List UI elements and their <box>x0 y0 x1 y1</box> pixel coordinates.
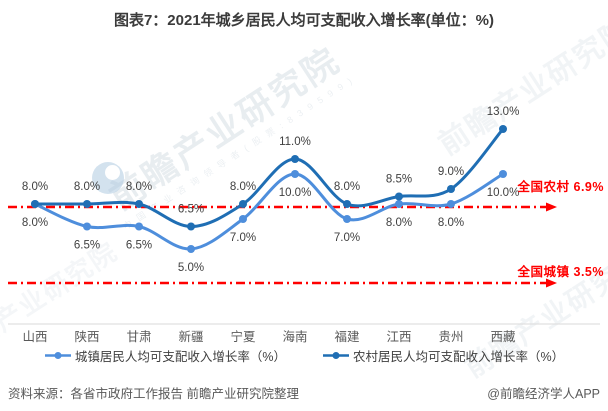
x-axis-label: 陕西 <box>74 329 99 344</box>
data-label: 5.0% <box>178 262 204 274</box>
x-axis-label: 西藏 <box>490 330 516 344</box>
data-label: 6.5% <box>178 204 204 216</box>
data-label: 8.0% <box>74 181 100 193</box>
data-point <box>395 200 403 208</box>
x-axis-label: 海南 <box>282 329 307 344</box>
urban-national-annotation: 全国城镇 3.5% <box>517 265 604 279</box>
data-label: 7.0% <box>230 232 256 244</box>
data-point <box>291 155 299 163</box>
x-axis-label: 甘肃 <box>126 330 151 344</box>
data-point <box>135 200 143 208</box>
x-axis-label: 宁夏 <box>230 329 256 344</box>
data-point <box>343 200 351 208</box>
data-point <box>291 170 299 178</box>
footer: 资料来源：各省市政府工作报告 前瞻产业研究院整理 @前瞻经济学人APP <box>8 383 600 402</box>
data-point <box>239 200 247 208</box>
x-axis-label: 贵州 <box>438 330 463 344</box>
arrow-head-icon <box>546 278 557 288</box>
data-point <box>83 200 91 208</box>
x-axis-label: 新疆 <box>178 329 203 344</box>
x-axis-label: 福建 <box>334 329 360 344</box>
data-label: 8.0% <box>22 217 48 229</box>
data-label: 8.0% <box>386 217 412 229</box>
data-point <box>187 245 195 253</box>
data-label: 8.5% <box>386 174 412 186</box>
source-note: 资料来源：各省市政府工作报告 前瞻产业研究院整理 <box>8 387 299 401</box>
legend-item-urban: 城镇居民人均可支配收入增长率（%） <box>44 346 286 365</box>
legend-label-urban: 城镇居民人均可支配收入增长率（%） <box>74 350 286 364</box>
legend: 城镇居民人均可支配收入增长率（%） 农村居民人均可支配收入增长率（%） <box>0 346 608 365</box>
data-point <box>447 200 455 208</box>
data-label: 8.0% <box>126 181 152 193</box>
data-label: 8.0% <box>438 217 464 229</box>
data-point <box>31 200 39 208</box>
data-label: 11.0% <box>279 136 311 148</box>
data-label: 9.0% <box>438 166 464 178</box>
rural-line-marker-icon <box>323 352 349 359</box>
data-label: 13.0% <box>487 106 520 118</box>
line-chart: 8.0% 6.5% 6.5% 5.0% 7.0% 10.0% 7.0% 8.0% 8.0% 10.… <box>8 106 600 344</box>
x-axis-label: 山西 <box>22 330 47 344</box>
data-point <box>499 170 507 178</box>
data-point <box>395 192 403 201</box>
data-point <box>239 215 247 223</box>
arrow-head-icon <box>546 202 557 212</box>
data-point <box>447 185 455 193</box>
urban-line-marker-icon <box>44 352 71 359</box>
data-point <box>343 215 351 223</box>
data-label: 8.0% <box>22 181 48 193</box>
data-point <box>135 222 143 231</box>
data-label: 10.0% <box>279 187 312 199</box>
data-label: 8.0% <box>334 181 360 193</box>
series-line-rural <box>33 127 505 229</box>
series-line-urban <box>33 172 505 251</box>
data-label: 6.5% <box>74 240 100 252</box>
data-label: 10.0% <box>487 187 520 199</box>
data-label: 7.0% <box>334 232 360 244</box>
data-point <box>83 222 91 231</box>
x-axis-label: 江西 <box>386 330 411 344</box>
data-label: 8.0% <box>230 181 256 193</box>
chart-title: 图表7：2021年城乡居民人均可支配收入增长率(单位：%) <box>113 12 495 29</box>
data-point <box>499 125 507 133</box>
legend-item-rural: 农村居民人均可支配收入增长率（%） <box>322 346 564 365</box>
data-point <box>187 222 195 231</box>
credit-note: @前瞻经济学人APP <box>487 387 600 401</box>
legend-label-rural: 农村居民人均可支配收入增长率（%） <box>353 350 565 364</box>
rural-national-annotation: 全国农村 6.9% <box>517 180 604 194</box>
data-label: 6.5% <box>126 240 152 252</box>
